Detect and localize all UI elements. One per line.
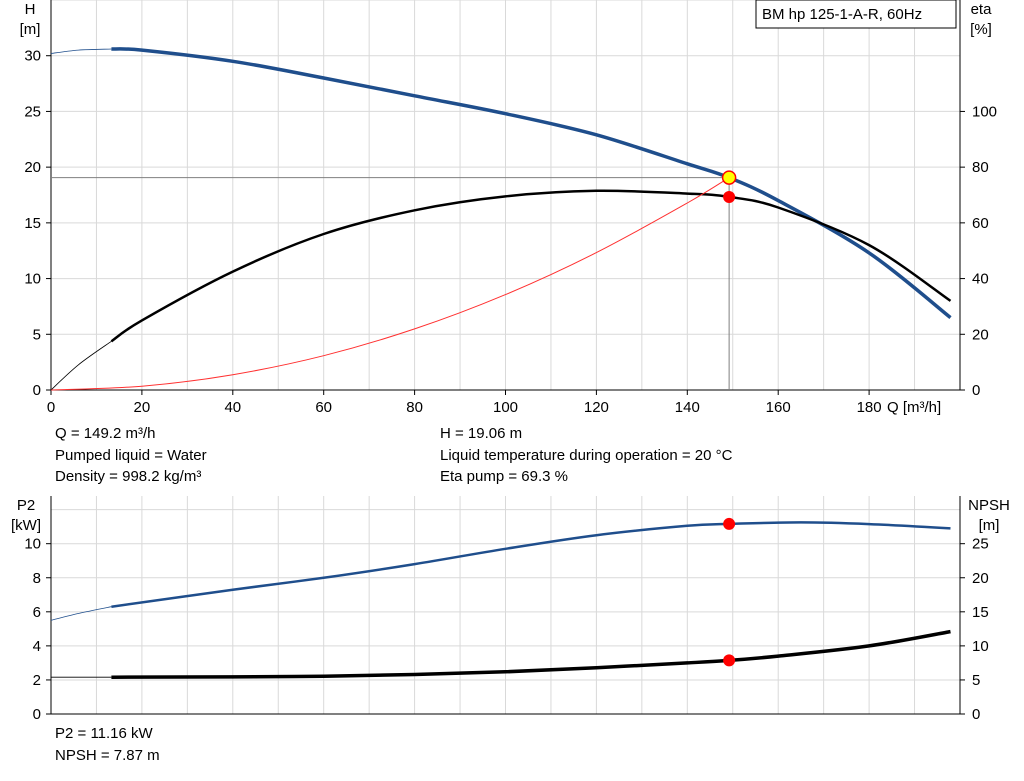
curve-eta: [110, 189, 952, 343]
y-left-tick-label: 2: [33, 672, 41, 689]
y-left-tick-label: 20: [24, 159, 41, 176]
y-right-tick-label: 0: [972, 706, 980, 723]
y-left-tick-label: 0: [33, 706, 41, 723]
pumped-liquid: Pumped liquid = Water: [55, 447, 207, 464]
curve-h: [111, 47, 952, 319]
y-left-tick-label: 15: [24, 215, 41, 232]
npsh-operating-point: [723, 654, 736, 667]
npsh-axis-unit: [m]: [979, 517, 1000, 534]
chart-title-box: [755, 0, 957, 29]
curve-p2: [111, 521, 951, 608]
y-left-tick-label: 25: [24, 103, 41, 120]
operating-q: Q = 149.2 m³/h: [55, 425, 156, 442]
y-right-tick-label: 10: [972, 638, 989, 655]
y-right-tick-label: 80: [972, 159, 989, 176]
x-tick-label: 180: [857, 399, 882, 416]
x-tick-label: 0: [47, 399, 55, 416]
y-left-tick-label: 0: [33, 382, 41, 399]
y-right-tick-label: 20: [972, 326, 989, 343]
eta-operating-point: [723, 190, 736, 203]
y-right-tick-label: 25: [972, 536, 989, 553]
y-left-tick-label: 30: [24, 48, 41, 65]
x-axis-title: Q [m³/h]: [887, 399, 941, 416]
x-tick-label: 120: [584, 399, 609, 416]
p2-axis-unit: [kW]: [11, 517, 41, 534]
curve-p2-extension: [50, 606, 112, 621]
y-left-axis-title: H: [25, 1, 36, 18]
curve-eta-extension: [50, 340, 112, 391]
curve-npsh: [111, 629, 951, 679]
y-right-tick-label: 100: [972, 103, 997, 120]
x-tick-label: 20: [134, 399, 151, 416]
operating-npsh: NPSH = 7.87 m: [55, 747, 160, 764]
y-right-axis-unit: [%]: [970, 21, 992, 38]
p2-axis-title: P2: [17, 497, 35, 514]
chart-title: BM hp 125-1-A-R, 60Hz: [762, 6, 922, 23]
y-right-tick-label: 15: [972, 604, 989, 621]
x-tick-label: 160: [766, 399, 791, 416]
npsh-axis-title: NPSH: [968, 497, 1010, 514]
y-left-axis-unit: [m]: [20, 21, 41, 38]
eta-pump: Eta pump = 69.3 %: [440, 468, 568, 485]
x-tick-label: 100: [493, 399, 518, 416]
y-left-tick-label: 5: [33, 326, 41, 343]
y-right-axis-title: eta: [971, 1, 993, 18]
y-left-tick-label: 6: [33, 604, 41, 621]
y-right-tick-label: 5: [972, 672, 980, 689]
y-left-tick-label: 8: [33, 570, 41, 587]
x-tick-label: 40: [224, 399, 241, 416]
x-tick-label: 60: [315, 399, 332, 416]
x-tick-label: 80: [406, 399, 423, 416]
y-right-tick-label: 60: [972, 215, 989, 232]
y-right-tick-label: 0: [972, 382, 980, 399]
y-left-tick-label: 10: [24, 271, 41, 288]
operating-p2: P2 = 11.16 kW: [55, 725, 153, 742]
h-operating-point: [721, 170, 737, 185]
y-left-tick-label: 4: [33, 638, 41, 655]
curve-system-curve: [50, 177, 730, 391]
liquid-temperature: Liquid temperature during operation = 20…: [440, 447, 733, 464]
x-tick-label: 140: [675, 399, 700, 416]
curve-h-extension: [50, 48, 112, 54]
liquid-density: Density = 998.2 kg/m³: [55, 468, 202, 485]
y-right-tick-label: 40: [972, 271, 989, 288]
operating-h: H = 19.06 m: [440, 425, 523, 442]
y-left-tick-label: 10: [24, 536, 41, 553]
p2-operating-point: [723, 517, 736, 530]
y-right-tick-label: 20: [972, 570, 989, 587]
